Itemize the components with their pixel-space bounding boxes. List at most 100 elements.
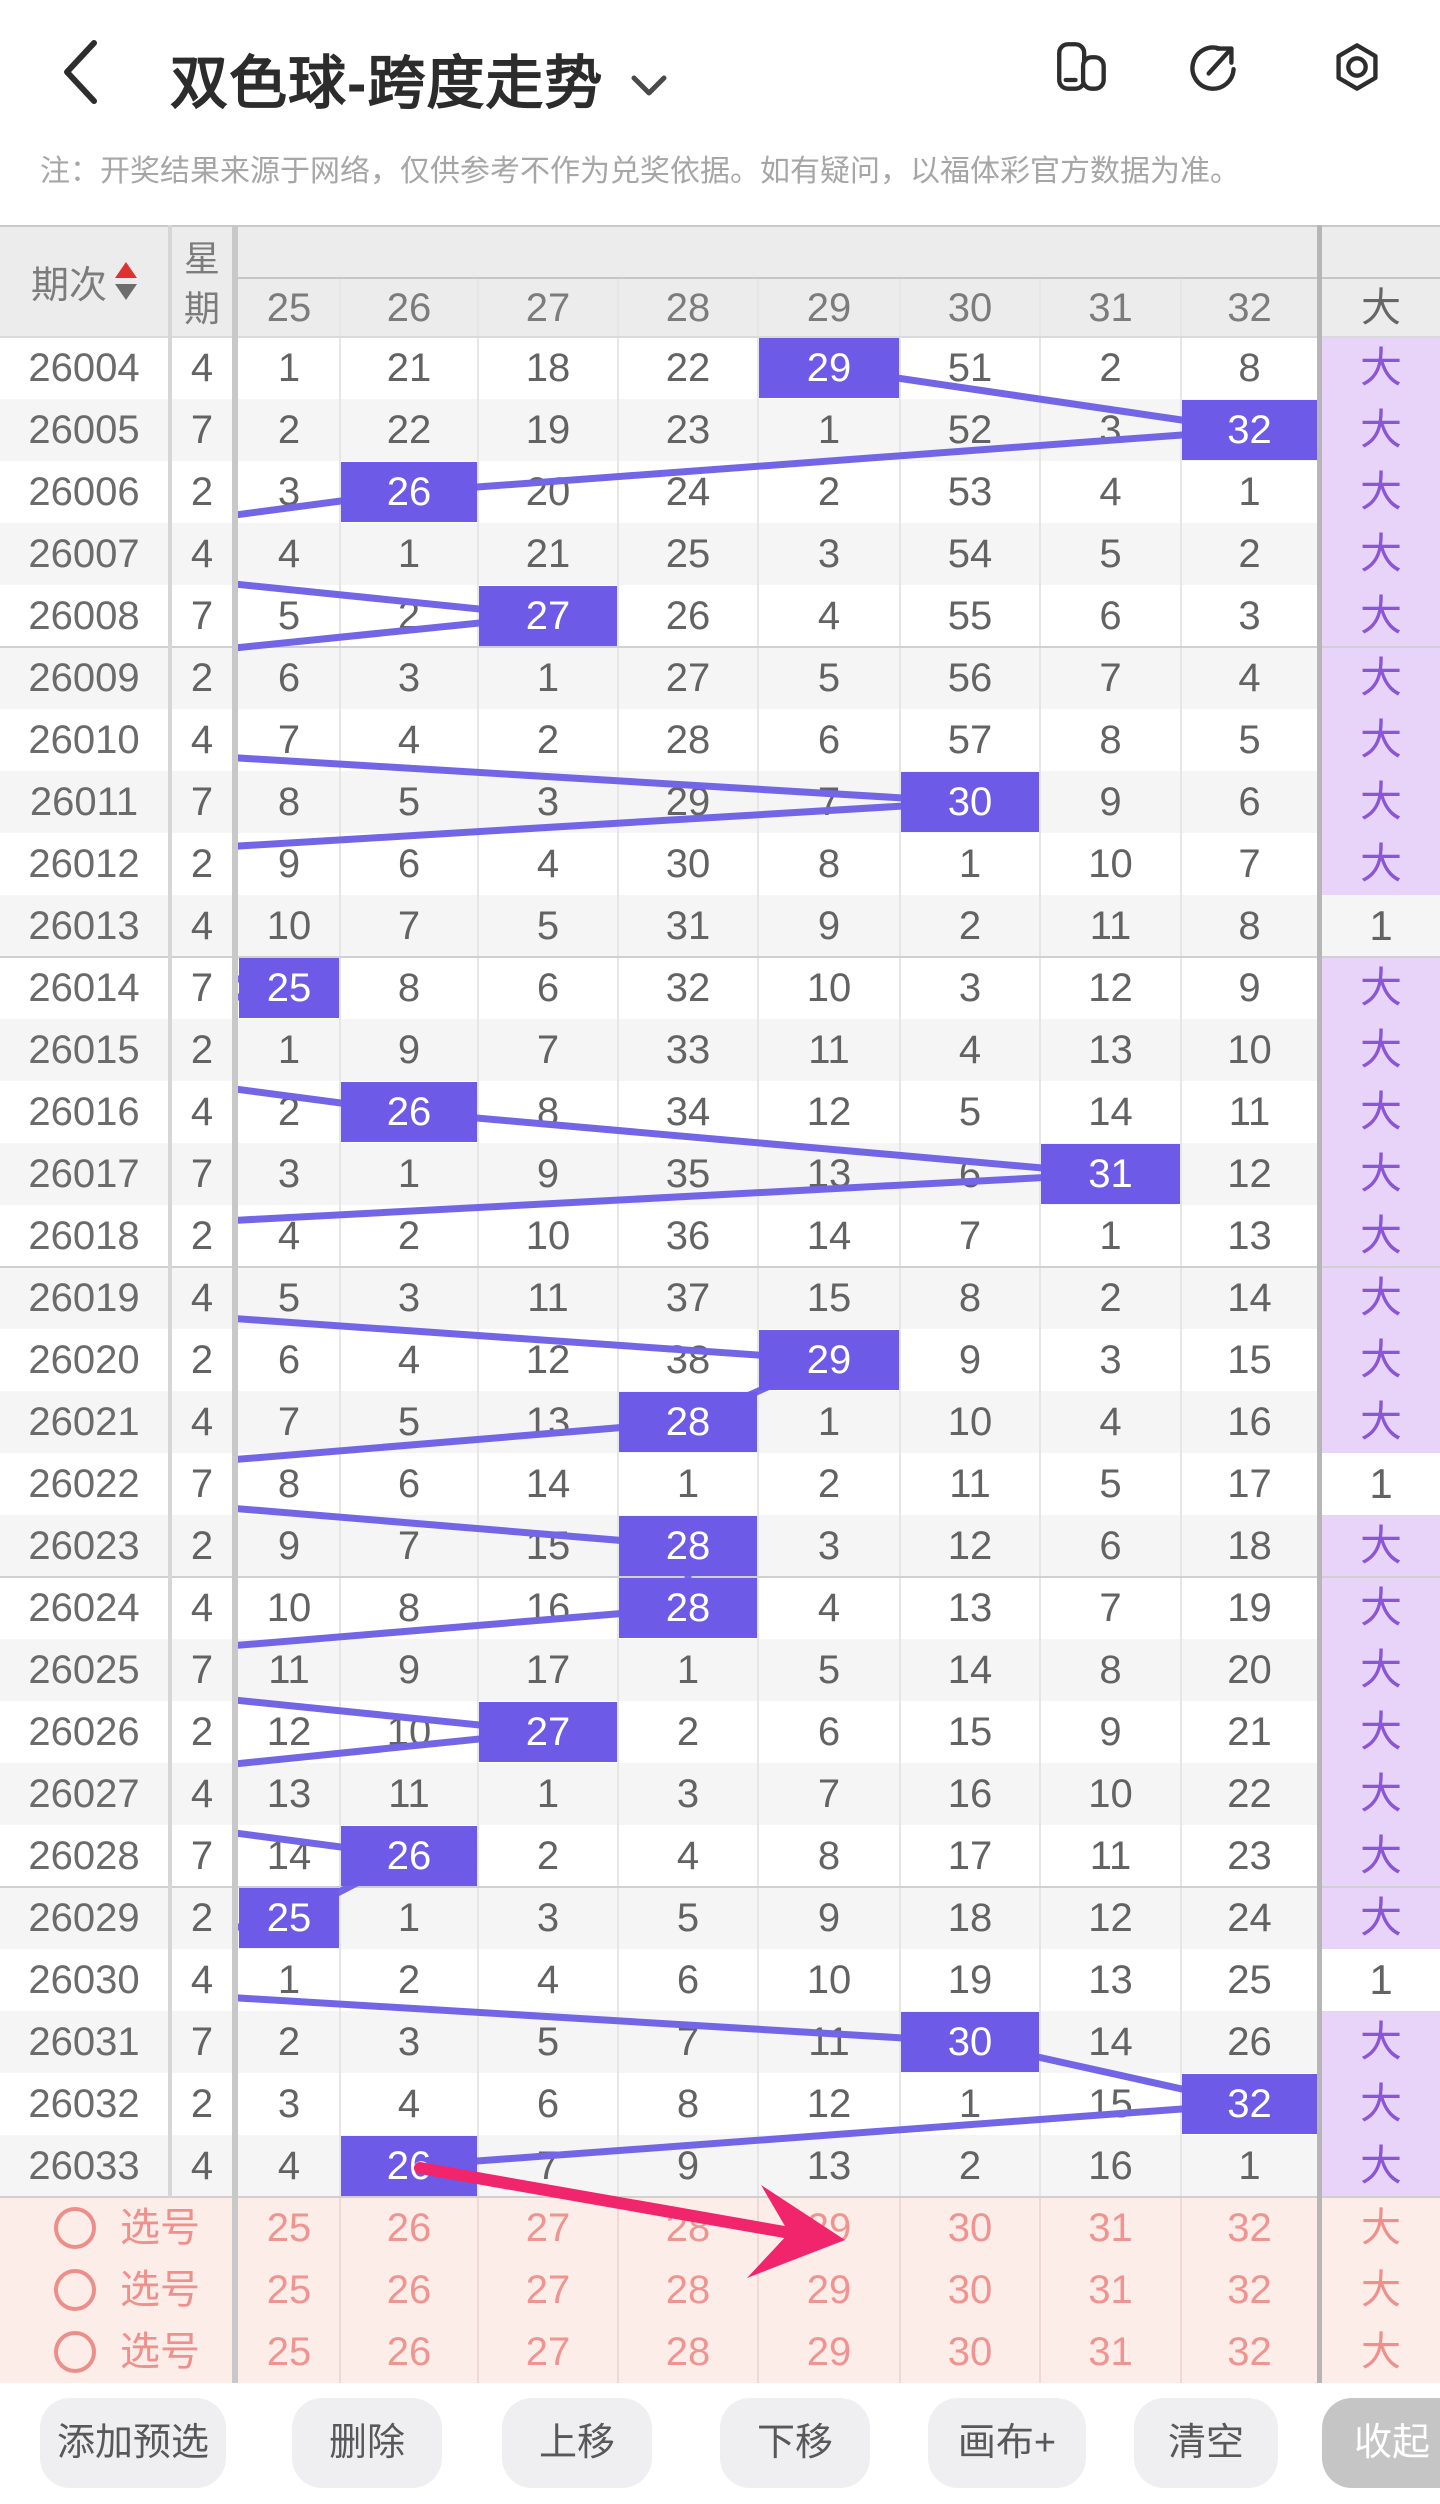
toolbar-button-2[interactable]: 删除 — [292, 2398, 442, 2488]
miss-cell: 19 — [1227, 1586, 1272, 1630]
toolbar-button-4[interactable]: 下移 — [720, 2398, 870, 2488]
big-small-cell: 大 — [1322, 1825, 1440, 1887]
pick-number-cell[interactable]: 26 — [386, 2330, 432, 2374]
pick-number-cell[interactable]: 30 — [947, 2268, 993, 2312]
pick-number-cell[interactable]: 26 — [386, 2268, 432, 2312]
pick-label: 选号 — [120, 2268, 200, 2312]
miss-cell: 23 — [665, 408, 711, 452]
miss-cell: 2 — [817, 470, 841, 514]
pick-number-cell[interactable]: 30 — [947, 2330, 993, 2374]
week-cell: 4 — [190, 718, 214, 762]
pick-number-cell[interactable]: 29 — [806, 2330, 852, 2374]
miss-cell: 2 — [1099, 346, 1122, 390]
miss-cell: 24 — [665, 470, 711, 514]
pick-number-cell[interactable]: 31 — [1088, 2330, 1133, 2374]
pick-radio[interactable] — [54, 2269, 96, 2311]
span-highlight-cell: 25 — [239, 958, 339, 1018]
pick-number-cell[interactable]: 29 — [806, 2268, 852, 2312]
miss-cell: 11 — [808, 1028, 850, 1072]
miss-cell: 2 — [1238, 532, 1261, 576]
pick-number-cell[interactable]: 28 — [665, 2206, 711, 2250]
pick-number-cell[interactable]: 31 — [1088, 2268, 1133, 2312]
pick-number-cell[interactable]: 25 — [266, 2268, 312, 2312]
sort-icon[interactable] — [115, 262, 137, 300]
pick-radio[interactable] — [54, 2207, 96, 2249]
issue-cell: 26011 — [29, 780, 139, 824]
settings-icon[interactable] — [1331, 41, 1383, 93]
pick-big-cell[interactable]: 大 — [1361, 2268, 1401, 2312]
miss-cell: 20 — [525, 470, 571, 514]
pick-number-cell[interactable]: 29 — [806, 2206, 852, 2250]
miss-cell: 11 — [388, 1772, 430, 1816]
miss-cell: 1 — [676, 1648, 700, 1692]
toolbar-button-6[interactable]: 清空 — [1134, 2398, 1278, 2488]
miss-cell: 4 — [536, 1958, 560, 2002]
pick-big-cell[interactable]: 大 — [1361, 2330, 1401, 2374]
issue-cell: 26030 — [28, 1958, 140, 2002]
issue-cell: 26024 — [28, 1586, 140, 1630]
issue-cell: 26027 — [28, 1772, 140, 1816]
miss-cell: 5 — [1238, 718, 1261, 762]
multi-window-icon[interactable] — [1056, 41, 1108, 93]
week-cell: 4 — [190, 904, 214, 948]
number-header: 26 — [386, 286, 432, 330]
miss-cell: 1 — [536, 656, 560, 700]
miss-cell: 29 — [665, 780, 711, 824]
pick-number-cell[interactable]: 30 — [947, 2206, 993, 2250]
week-cell: 4 — [190, 532, 214, 576]
pick-number-cell[interactable]: 25 — [266, 2206, 312, 2250]
pick-number-cell[interactable]: 32 — [1227, 2330, 1272, 2374]
pick-number-cell[interactable]: 28 — [665, 2268, 711, 2312]
miss-cell: 2 — [958, 2144, 982, 2188]
miss-cell: 8 — [1099, 718, 1122, 762]
miss-cell: 15 — [1088, 2082, 1133, 2126]
pick-number-cell[interactable]: 27 — [525, 2206, 571, 2250]
share-icon[interactable] — [1187, 41, 1239, 93]
issue-cell: 26031 — [28, 2020, 140, 2064]
miss-cell: 7 — [536, 1028, 560, 1072]
pick-number-cell[interactable]: 27 — [525, 2330, 571, 2374]
week-cell: 7 — [190, 408, 214, 452]
miss-cell: 22 — [665, 346, 711, 390]
big-small-cell: 大 — [1322, 2135, 1440, 2197]
issue-cell: 26004 — [28, 346, 140, 390]
miss-cell: 9 — [1238, 966, 1261, 1010]
toolbar-button-5[interactable]: 画布+ — [928, 2398, 1086, 2488]
pick-big-cell[interactable]: 大 — [1361, 2206, 1401, 2250]
week-cell: 7 — [190, 1152, 214, 1196]
week-cell: 2 — [190, 656, 214, 700]
toolbar-button-1[interactable]: 添加预选 — [40, 2398, 226, 2488]
back-icon[interactable] — [58, 38, 102, 106]
miss-cell: 21 — [525, 532, 571, 576]
title-dropdown-chevron-down-icon[interactable] — [630, 74, 668, 98]
big-small-cell: 大 — [1322, 1639, 1440, 1701]
big-small-cell: 大 — [1322, 1143, 1440, 1205]
pick-number-cell[interactable]: 32 — [1227, 2268, 1272, 2312]
miss-cell: 9 — [817, 904, 841, 948]
week-cell: 7 — [190, 966, 214, 1010]
miss-cell: 3 — [277, 1152, 301, 1196]
pick-number-cell[interactable]: 31 — [1088, 2206, 1133, 2250]
pick-number-cell[interactable]: 26 — [386, 2206, 432, 2250]
miss-cell: 14 — [806, 1214, 852, 1258]
miss-cell: 4 — [397, 1338, 421, 1382]
miss-cell: 11 — [949, 1462, 991, 1506]
collapse-button[interactable]: 收起 — [1322, 2398, 1440, 2488]
miss-cell: 20 — [1227, 1648, 1272, 1692]
miss-cell: 2 — [1099, 1276, 1122, 1320]
miss-cell: 19 — [947, 1958, 993, 2002]
big-small-cell: 大 — [1322, 2011, 1440, 2073]
pick-number-cell[interactable]: 25 — [266, 2330, 312, 2374]
pick-radio[interactable] — [54, 2331, 96, 2373]
miss-cell: 1 — [958, 2082, 982, 2126]
toolbar-button-3[interactable]: 上移 — [502, 2398, 652, 2488]
issue-cell: 26016 — [28, 1090, 140, 1134]
miss-cell: 4 — [1238, 656, 1261, 700]
pick-number-cell[interactable]: 32 — [1227, 2206, 1272, 2250]
pick-number-cell[interactable]: 27 — [525, 2268, 571, 2312]
miss-cell: 4 — [1099, 470, 1122, 514]
pick-number-cell[interactable]: 28 — [665, 2330, 711, 2374]
week-cell: 2 — [190, 1028, 214, 1072]
header-bottom-border — [0, 336, 1440, 338]
